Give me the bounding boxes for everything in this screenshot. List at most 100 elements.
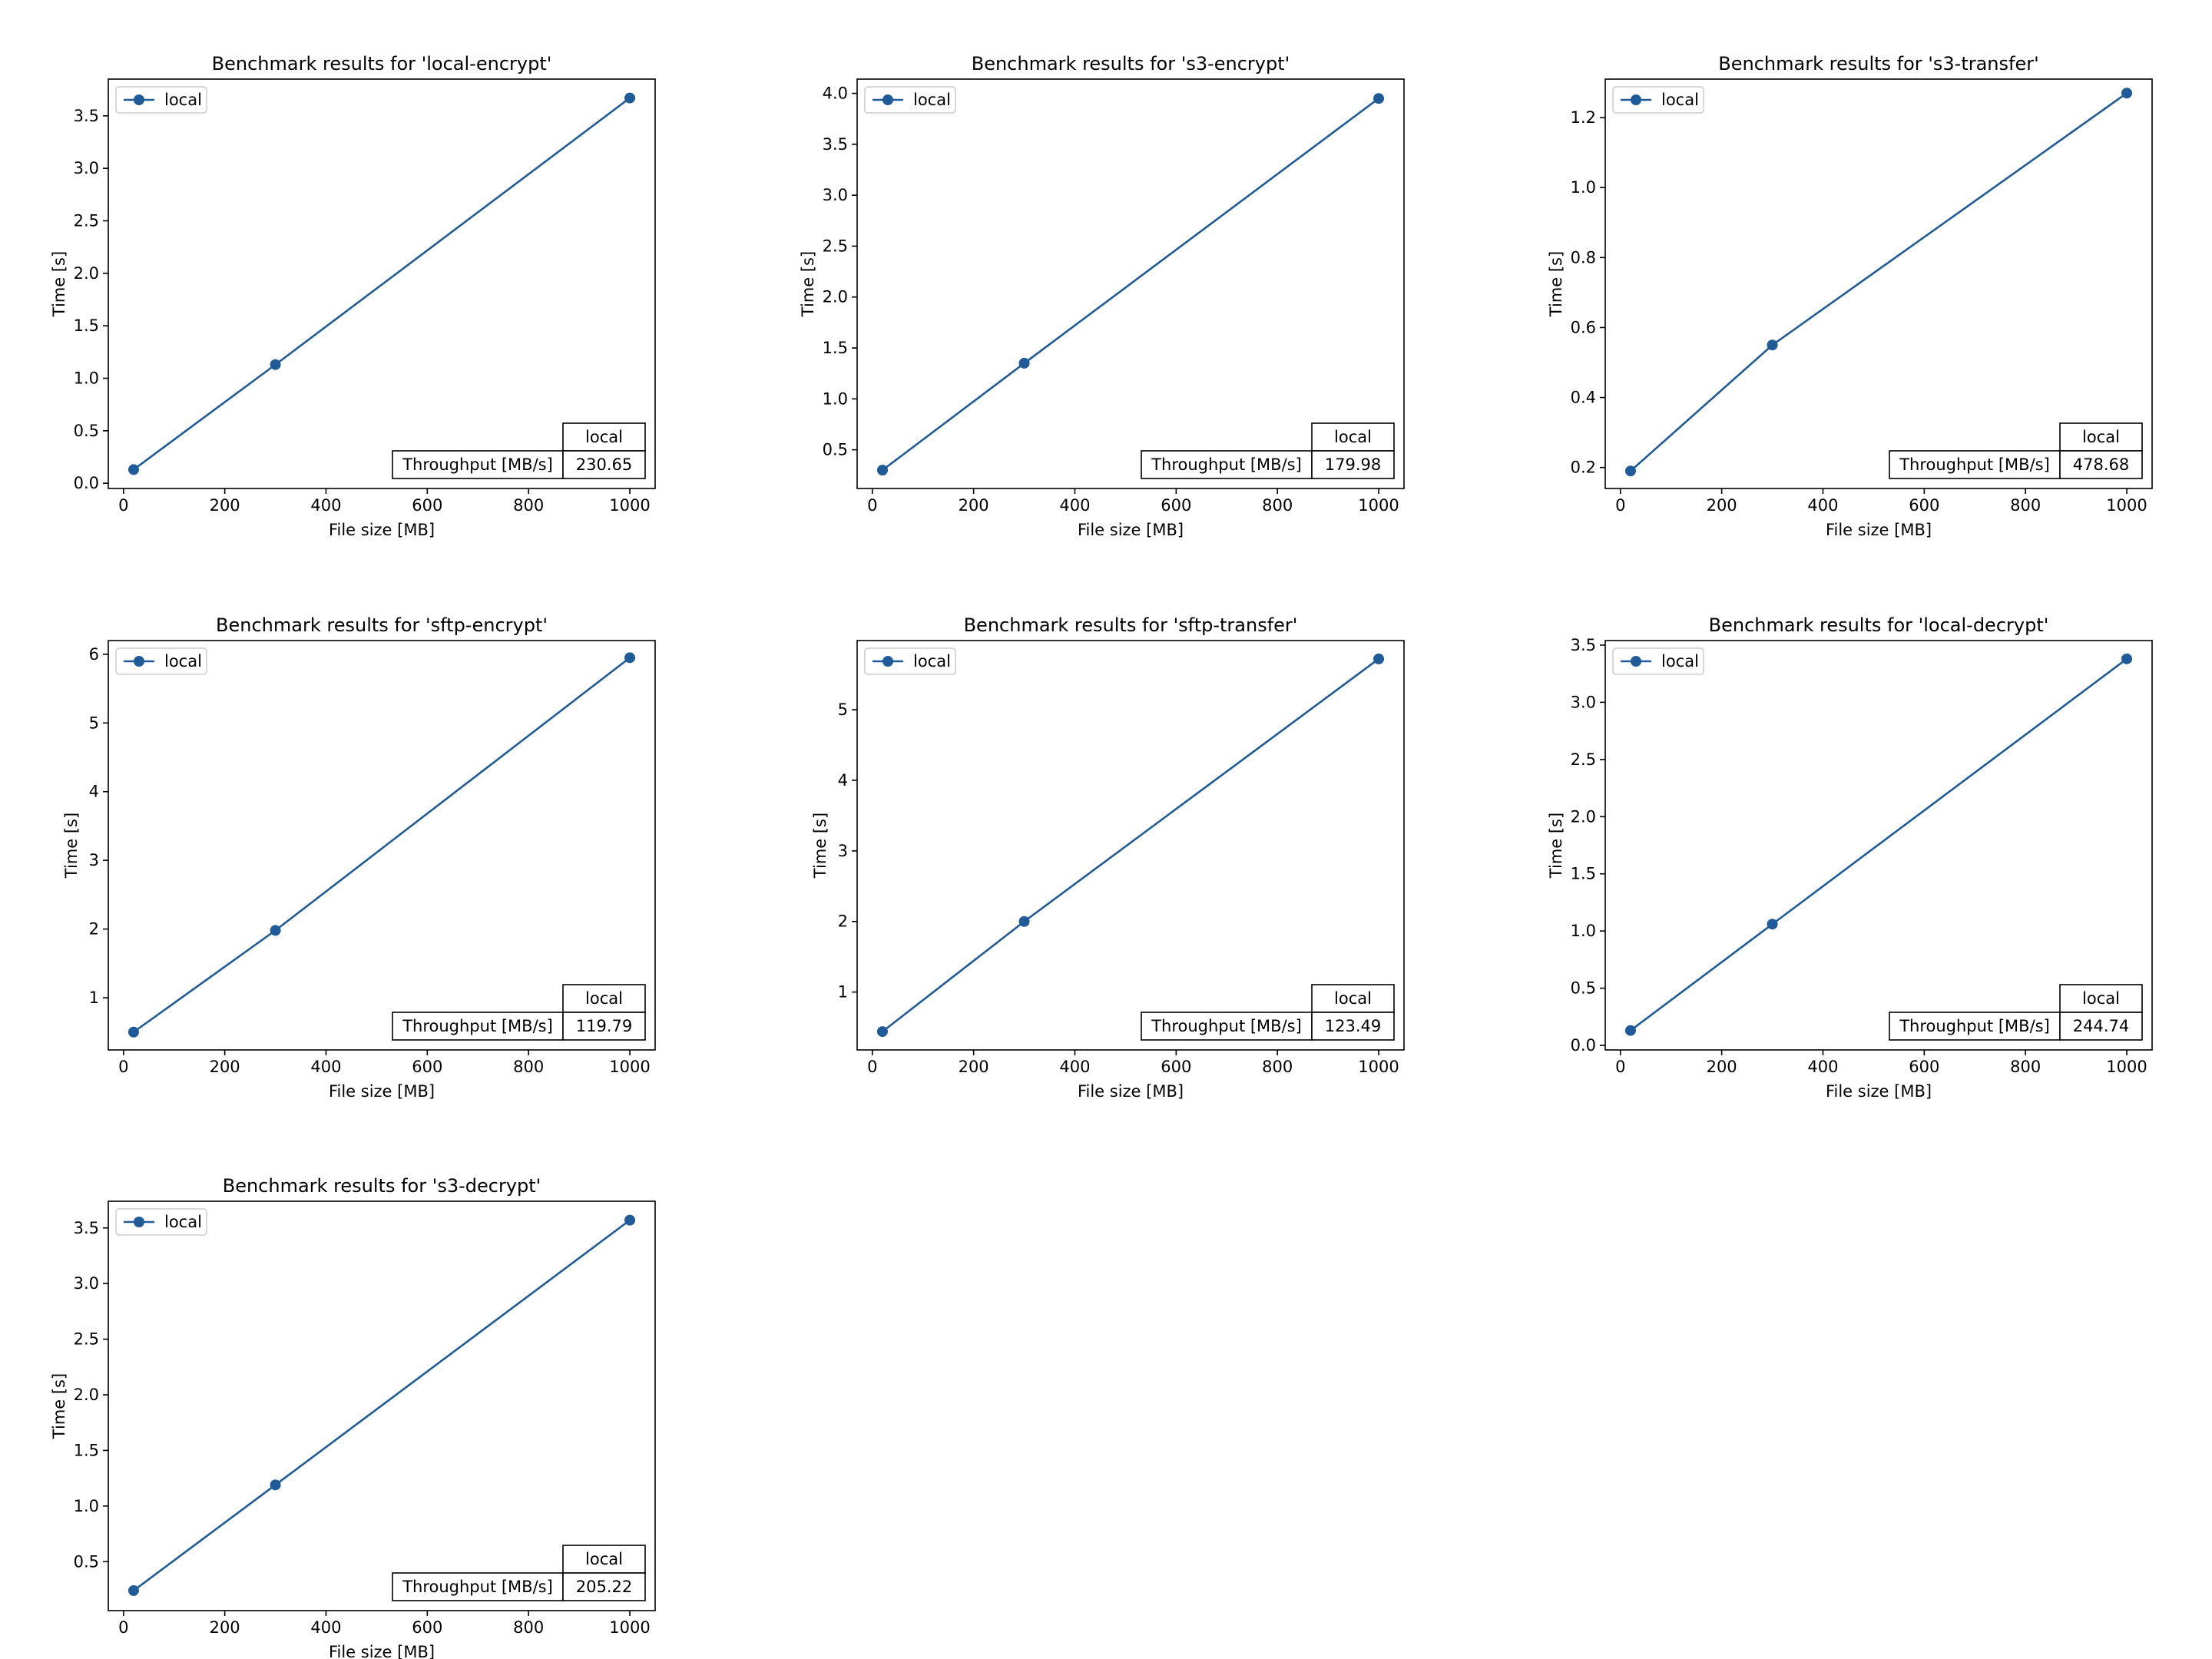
chart-title: Benchmark results for 'sftp-encrypt' bbox=[216, 614, 548, 636]
x-tick-label: 1000 bbox=[1358, 1058, 1399, 1076]
table-row-label-cell bbox=[1141, 450, 1313, 479]
table-row-label: Throughput [MB/s] bbox=[1151, 1017, 1302, 1035]
throughput-value: 244.74 bbox=[2073, 1017, 2129, 1035]
y-axis-label: Time [s] bbox=[50, 251, 68, 317]
axes-frame bbox=[856, 78, 1405, 489]
throughput-value: 179.98 bbox=[1325, 455, 1381, 474]
y-tick-label: 2 bbox=[89, 920, 99, 939]
series-line-local bbox=[133, 657, 631, 1033]
legend-label: local bbox=[913, 91, 951, 109]
y-tick-label: 0.5 bbox=[823, 441, 848, 459]
table-value-cell bbox=[1311, 1012, 1395, 1041]
data-point bbox=[127, 1584, 139, 1596]
y-tick-label: 5 bbox=[89, 714, 99, 732]
legend-box bbox=[115, 86, 207, 114]
data-point bbox=[624, 92, 636, 104]
y-tick-label: 2.5 bbox=[74, 1330, 99, 1349]
table-row-label-cell bbox=[1889, 1012, 2061, 1041]
legend-marker bbox=[882, 94, 893, 105]
data-point bbox=[624, 652, 636, 664]
legend-marker bbox=[134, 1217, 144, 1227]
table-value-cell bbox=[562, 450, 646, 479]
series-line-local bbox=[882, 98, 1379, 472]
legend-box bbox=[115, 1208, 207, 1236]
x-tick-label: 600 bbox=[1909, 1058, 1939, 1076]
data-point bbox=[127, 464, 139, 475]
series-line-local bbox=[133, 97, 631, 471]
series-line-local bbox=[882, 657, 1379, 1033]
y-tick-label: 2.0 bbox=[74, 1386, 99, 1404]
x-tick-label: 800 bbox=[513, 496, 544, 515]
table-row-label: Throughput [MB/s] bbox=[402, 1017, 553, 1035]
y-tick-label: 0.5 bbox=[1571, 979, 1596, 998]
axes-frame bbox=[856, 640, 1405, 1051]
table-header-cell bbox=[562, 1545, 646, 1574]
x-tick-label: 200 bbox=[1707, 1058, 1737, 1076]
x-tick-label: 800 bbox=[2010, 496, 2041, 515]
data-point bbox=[876, 1026, 888, 1038]
y-tick-label: 1.0 bbox=[1571, 922, 1596, 940]
x-tick-label: 1000 bbox=[2106, 496, 2147, 515]
legend-box bbox=[1612, 647, 1704, 675]
y-tick-label: 0.8 bbox=[1571, 248, 1596, 267]
legend-marker bbox=[882, 656, 893, 667]
y-tick-label: 2.0 bbox=[823, 288, 848, 306]
x-axis-label: File size [MB] bbox=[329, 1082, 435, 1101]
x-tick-label: 600 bbox=[412, 1618, 442, 1637]
x-tick-label: 400 bbox=[1807, 496, 1838, 515]
x-tick-label: 0 bbox=[118, 1618, 128, 1637]
x-tick-label: 1000 bbox=[609, 496, 650, 515]
y-tick-label: 5 bbox=[838, 700, 848, 719]
y-axis-label: Time [s] bbox=[799, 251, 817, 317]
y-tick-label: 1.0 bbox=[823, 389, 848, 408]
table-row-label-cell bbox=[392, 1012, 564, 1041]
x-tick-label: 400 bbox=[1807, 1058, 1838, 1076]
x-tick-label: 800 bbox=[513, 1618, 544, 1637]
legend-label: local bbox=[164, 91, 202, 109]
chart-panel-7: Benchmark results for 's3-decrypt' 0 200 40… bbox=[50, 1175, 656, 1659]
x-axis-label: File size [MB] bbox=[1078, 521, 1184, 539]
data-point bbox=[270, 359, 281, 370]
axes-frame bbox=[108, 640, 656, 1051]
y-tick-label: 3.0 bbox=[74, 1274, 99, 1293]
data-point bbox=[876, 465, 888, 476]
axes-frame bbox=[1604, 640, 2153, 1051]
data-point bbox=[1767, 919, 1778, 930]
y-tick-label: 1 bbox=[89, 988, 99, 1007]
x-tick-label: 800 bbox=[2010, 1058, 2041, 1076]
y-tick-label: 0.6 bbox=[1571, 318, 1596, 336]
data-point bbox=[1018, 916, 1030, 927]
chart-panel-2: Benchmark results for 's3-encrypt' 0 200 40… bbox=[799, 53, 1405, 539]
table-value-cell bbox=[1311, 450, 1395, 479]
legend-marker bbox=[134, 656, 144, 667]
chart-panel-3: Benchmark results for 's3-transfer' 0 200 4… bbox=[1547, 53, 2153, 539]
y-tick-label: 3.5 bbox=[74, 1219, 99, 1237]
chart-title: Benchmark results for 'sftp-transfer' bbox=[964, 614, 1298, 636]
table-column-header: local bbox=[2082, 989, 2120, 1008]
y-axis-label: Time [s] bbox=[62, 813, 81, 879]
y-axis-label: Time [s] bbox=[1547, 813, 1565, 879]
y-tick-label: 2.5 bbox=[74, 212, 99, 230]
table-value-cell bbox=[2059, 450, 2143, 479]
x-tick-label: 600 bbox=[1161, 496, 1191, 515]
legend-marker bbox=[1631, 94, 1641, 105]
x-axis-label: File size [MB] bbox=[329, 1643, 435, 1659]
x-tick-label: 1000 bbox=[1358, 496, 1399, 515]
x-tick-label: 1000 bbox=[2106, 1058, 2147, 1076]
y-axis-label: Time [s] bbox=[50, 1373, 68, 1439]
data-point bbox=[1018, 357, 1030, 369]
y-tick-label: 0.2 bbox=[1571, 459, 1596, 477]
x-tick-label: 200 bbox=[1707, 496, 1737, 515]
y-tick-label: 2.5 bbox=[1571, 750, 1596, 769]
table-column-header: local bbox=[585, 989, 623, 1008]
throughput-value: 230.65 bbox=[576, 455, 632, 474]
data-point bbox=[2121, 653, 2133, 664]
y-axis-label: Time [s] bbox=[1547, 251, 1565, 317]
data-point bbox=[270, 1479, 281, 1491]
y-tick-label: 3 bbox=[838, 842, 848, 860]
y-tick-label: 1.0 bbox=[74, 1497, 99, 1515]
y-tick-label: 3 bbox=[89, 851, 99, 869]
y-tick-label: 2.0 bbox=[1571, 807, 1596, 826]
table-header-cell bbox=[2059, 984, 2143, 1013]
data-point bbox=[624, 1214, 636, 1226]
